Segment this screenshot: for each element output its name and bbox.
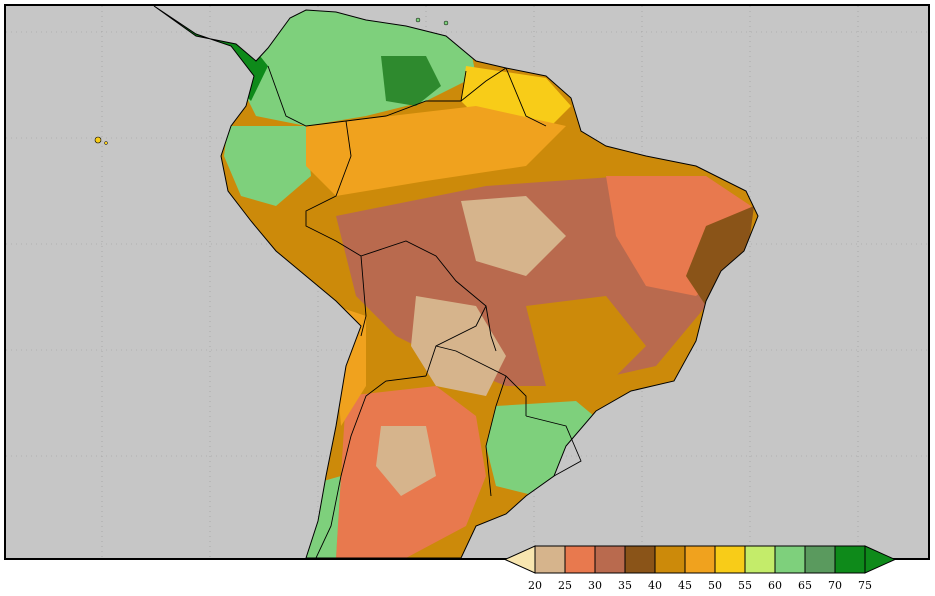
- legend-tick-label: 25: [558, 579, 572, 592]
- legend-tick-label: 20: [528, 579, 542, 592]
- legend-colorbar: [503, 545, 897, 574]
- coastline: [153, 6, 759, 558]
- region-venezuela-darkgreen: [381, 56, 441, 106]
- country-borders: [267, 65, 582, 558]
- legend-tick-label: 30: [588, 579, 602, 592]
- legend-swatch: [534, 545, 566, 574]
- color-legend: 20 25 30 35 40 45 50 55 60 65 70 75: [503, 543, 897, 593]
- region-argentina-tan: [376, 426, 436, 496]
- legend-tick-label: 60: [768, 579, 782, 592]
- legend-swatch: [774, 545, 806, 574]
- legend-swatch: [684, 545, 716, 574]
- legend-swatch: [564, 545, 596, 574]
- legend-swatch: [714, 545, 746, 574]
- legend-swatch-above: [864, 545, 897, 574]
- legend-tick-label: 55: [738, 579, 752, 592]
- region-southeast-orange: [526, 296, 646, 386]
- legend-swatch-below: [503, 545, 536, 574]
- legend-tick-label: 65: [798, 579, 812, 592]
- islands: [94, 17, 449, 145]
- legend-swatch: [654, 545, 686, 574]
- region-west-green: [224, 126, 311, 206]
- legend-tick-label: 35: [618, 579, 632, 592]
- legend-tick-label: 45: [678, 579, 692, 592]
- region-pantanal-tan: [411, 296, 506, 396]
- legend-tick-label: 70: [828, 579, 842, 592]
- legend-swatch: [834, 545, 866, 574]
- region-uruguay-green: [486, 401, 606, 496]
- region-amazon-yellow: [306, 106, 566, 196]
- region-east-coast-darkbrown: [686, 206, 754, 306]
- legend-swatch: [804, 545, 836, 574]
- legend-tick-label: 40: [648, 579, 662, 592]
- map-canvas: [6, 6, 928, 558]
- region-cerrado-tan: [461, 196, 566, 276]
- legend-swatch: [624, 545, 656, 574]
- value-regions: [156, 6, 754, 558]
- legend-swatch: [594, 545, 626, 574]
- soil-moisture-map: [4, 4, 930, 560]
- legend-swatch: [744, 545, 776, 574]
- legend-tick-label: 75: [858, 579, 872, 592]
- legend-tick-label: 50: [708, 579, 722, 592]
